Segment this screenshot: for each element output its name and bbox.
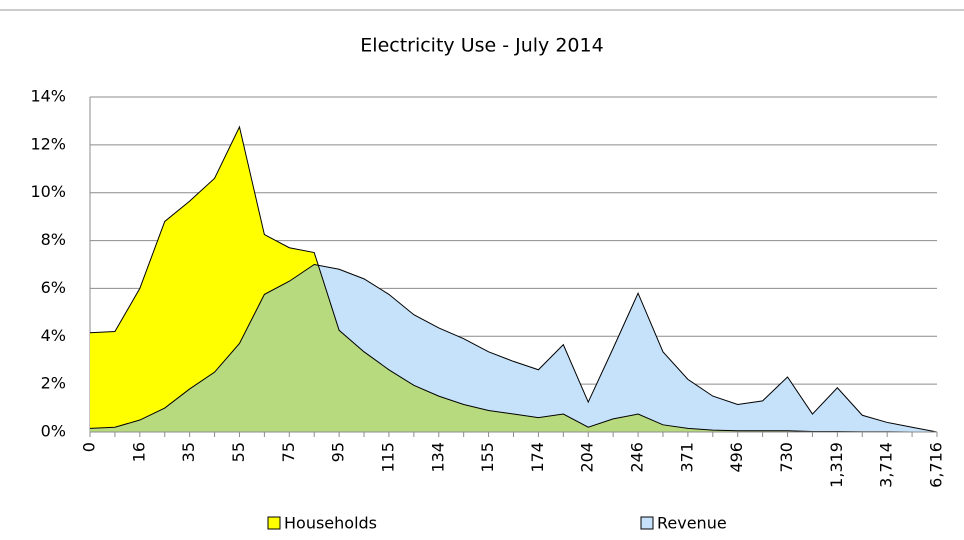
y-tick-label: 12%	[30, 134, 66, 153]
y-tick-label: 2%	[41, 374, 66, 393]
x-tick-label: 496	[727, 442, 746, 473]
y-tick-label: 10%	[30, 182, 66, 201]
legend-swatch	[267, 516, 281, 530]
area-outline	[89, 125, 937, 433]
chart-title: Electricity Use - July 2014	[360, 35, 603, 57]
x-tick-label: 55	[229, 442, 248, 462]
x-tick-label: 3,714	[877, 442, 896, 488]
y-tick-label: 14%	[30, 87, 66, 106]
legend-label: Revenue	[657, 514, 727, 533]
x-tick-label: 115	[378, 442, 397, 473]
y-tick-label: 0%	[41, 422, 66, 441]
x-tick-label: 371	[677, 442, 696, 473]
y-tick-label: 8%	[41, 230, 66, 249]
x-tick-label: 730	[777, 442, 796, 473]
y-tick-label: 4%	[41, 326, 66, 345]
legend-swatch	[640, 516, 654, 530]
x-tick-label: 16	[129, 442, 148, 462]
x-tick-label: 1,319	[827, 442, 846, 488]
x-tick-label: 155	[478, 442, 497, 473]
x-tick-label: 35	[179, 442, 198, 462]
x-tick-label: 204	[578, 442, 597, 473]
x-tick-label: 174	[528, 442, 547, 473]
x-tick-label: 246	[628, 442, 647, 473]
x-tick-label: 6,716	[927, 442, 946, 488]
x-tick-label: 134	[428, 442, 447, 473]
overlap-area	[90, 264, 937, 432]
x-tick-label: 95	[329, 442, 348, 462]
x-tick-label: 75	[279, 442, 298, 462]
y-tick-label: 6%	[41, 278, 66, 297]
x-tick-label: 0	[80, 442, 99, 452]
legend-label: Households	[284, 514, 377, 533]
area-outline	[89, 263, 938, 433]
